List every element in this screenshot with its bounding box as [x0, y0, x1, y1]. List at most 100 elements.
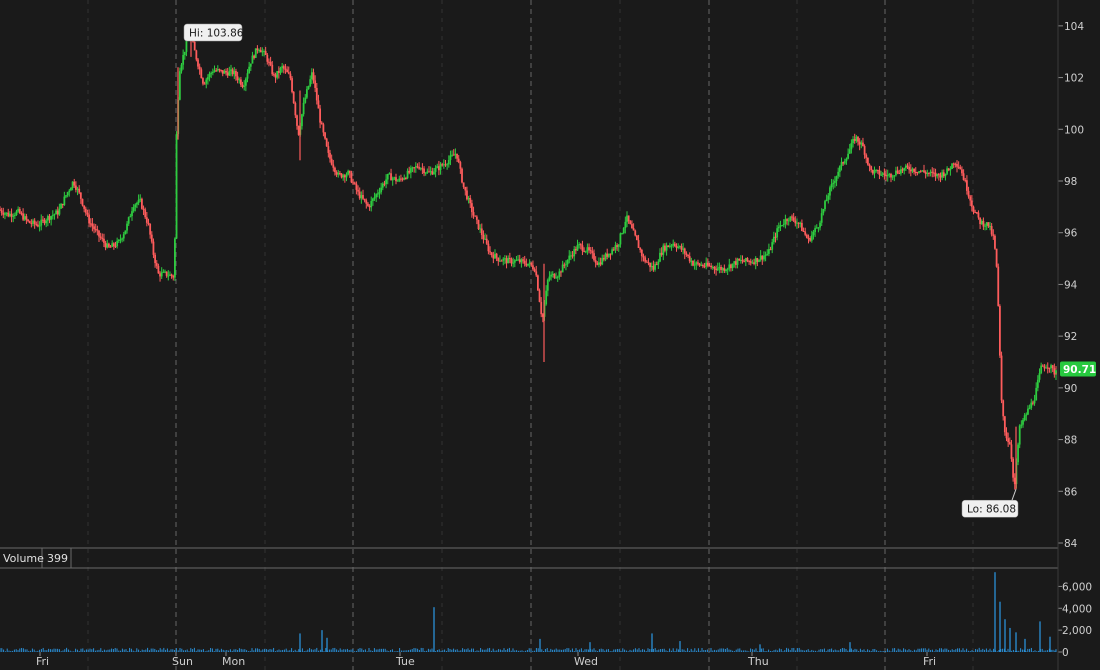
candle-body: [500, 260, 503, 262]
candle-body: [164, 271, 166, 273]
candle-body: [865, 154, 868, 158]
candle-body: [995, 248, 998, 267]
price-tick-label: 84: [1064, 538, 1078, 550]
candle-body: [495, 253, 498, 258]
candle-body: [433, 171, 435, 175]
candle-body: [175, 133, 178, 239]
candle-body: [941, 172, 944, 178]
candle-body: [111, 243, 114, 247]
candle-body: [537, 275, 539, 291]
candle-body: [489, 251, 491, 253]
candle-body: [565, 264, 567, 266]
candle-body: [647, 262, 650, 264]
candle-body: [63, 196, 66, 206]
candle-body: [975, 212, 978, 214]
candle-body: [680, 246, 683, 250]
candle-body: [434, 167, 437, 172]
candle-body: [343, 175, 346, 178]
candle-body: [277, 70, 280, 73]
candle-body: [718, 266, 721, 269]
candle-body: [947, 168, 950, 171]
candle-body: [339, 173, 341, 175]
candle-body: [619, 233, 622, 245]
candle-body: [248, 66, 251, 74]
candle-body: [906, 165, 909, 167]
candle-body: [122, 234, 125, 239]
candle-body: [771, 242, 774, 250]
candle-body: [362, 195, 364, 199]
candle-body: [786, 219, 788, 221]
candle-body: [782, 224, 785, 226]
candle-body: [159, 273, 161, 277]
candle-body: [282, 66, 285, 69]
candle-body: [720, 266, 722, 270]
candle-body: [726, 268, 729, 270]
candle-body: [383, 183, 386, 185]
candle-body: [139, 198, 142, 200]
candle-body: [881, 173, 884, 175]
candle-body: [276, 70, 279, 78]
candle-body: [659, 252, 661, 262]
candle-body: [796, 222, 798, 224]
candle-body: [457, 158, 460, 163]
volume-last-value: 399: [47, 552, 68, 565]
candle-body: [307, 86, 310, 90]
day-label: Tue: [395, 655, 415, 668]
candle-body: [977, 212, 980, 218]
candle-body: [324, 132, 326, 139]
candle-body: [442, 164, 445, 166]
candle-body: [141, 198, 143, 209]
candle-body: [378, 192, 381, 194]
candle-body: [259, 49, 262, 53]
candle-body: [1010, 444, 1013, 459]
candle-body: [632, 228, 635, 231]
candle-body: [624, 221, 627, 229]
candle-body: [352, 182, 354, 184]
candle-body: [579, 244, 582, 246]
candle-body: [523, 260, 526, 264]
candle-body: [296, 115, 298, 126]
candle-body: [15, 211, 18, 215]
candle-body: [1017, 444, 1019, 463]
candle-body: [735, 261, 737, 265]
volume-title: Volume: [3, 552, 44, 565]
candle-body: [914, 171, 917, 173]
candle-body: [258, 49, 260, 51]
candle-body: [40, 219, 43, 226]
candle-body: [65, 195, 67, 197]
candle-body: [88, 214, 90, 224]
candle-body: [609, 253, 612, 255]
candle-body: [697, 262, 699, 264]
candle-body: [692, 261, 694, 266]
candle-body: [286, 69, 288, 73]
candle-body: [895, 170, 897, 176]
candle-body: [812, 231, 815, 236]
candle-body: [688, 256, 691, 262]
candle-body: [210, 72, 213, 74]
candle-body: [261, 51, 264, 53]
candle-body: [553, 273, 556, 278]
candle-body: [48, 216, 51, 220]
candle-body: [183, 51, 186, 55]
candle-body: [373, 197, 376, 199]
candle-body: [43, 219, 46, 224]
candle-body: [855, 136, 858, 141]
candle-body: [716, 268, 719, 271]
candle-body: [380, 187, 383, 193]
candle-body: [617, 244, 620, 247]
candle-body: [857, 136, 859, 142]
candle-body: [753, 262, 755, 264]
candle-body: [70, 188, 72, 191]
candle-body: [480, 228, 483, 236]
candle-body: [660, 252, 663, 255]
candle-body: [45, 220, 48, 224]
volume-tick-label: 6,000: [1062, 581, 1092, 593]
candle-body: [835, 176, 838, 182]
candle-body: [197, 59, 199, 67]
candle-body: [706, 262, 709, 266]
candle-body: [883, 173, 886, 175]
candle-body: [961, 169, 963, 174]
candle-body: [149, 223, 152, 235]
candle-body: [644, 257, 647, 262]
